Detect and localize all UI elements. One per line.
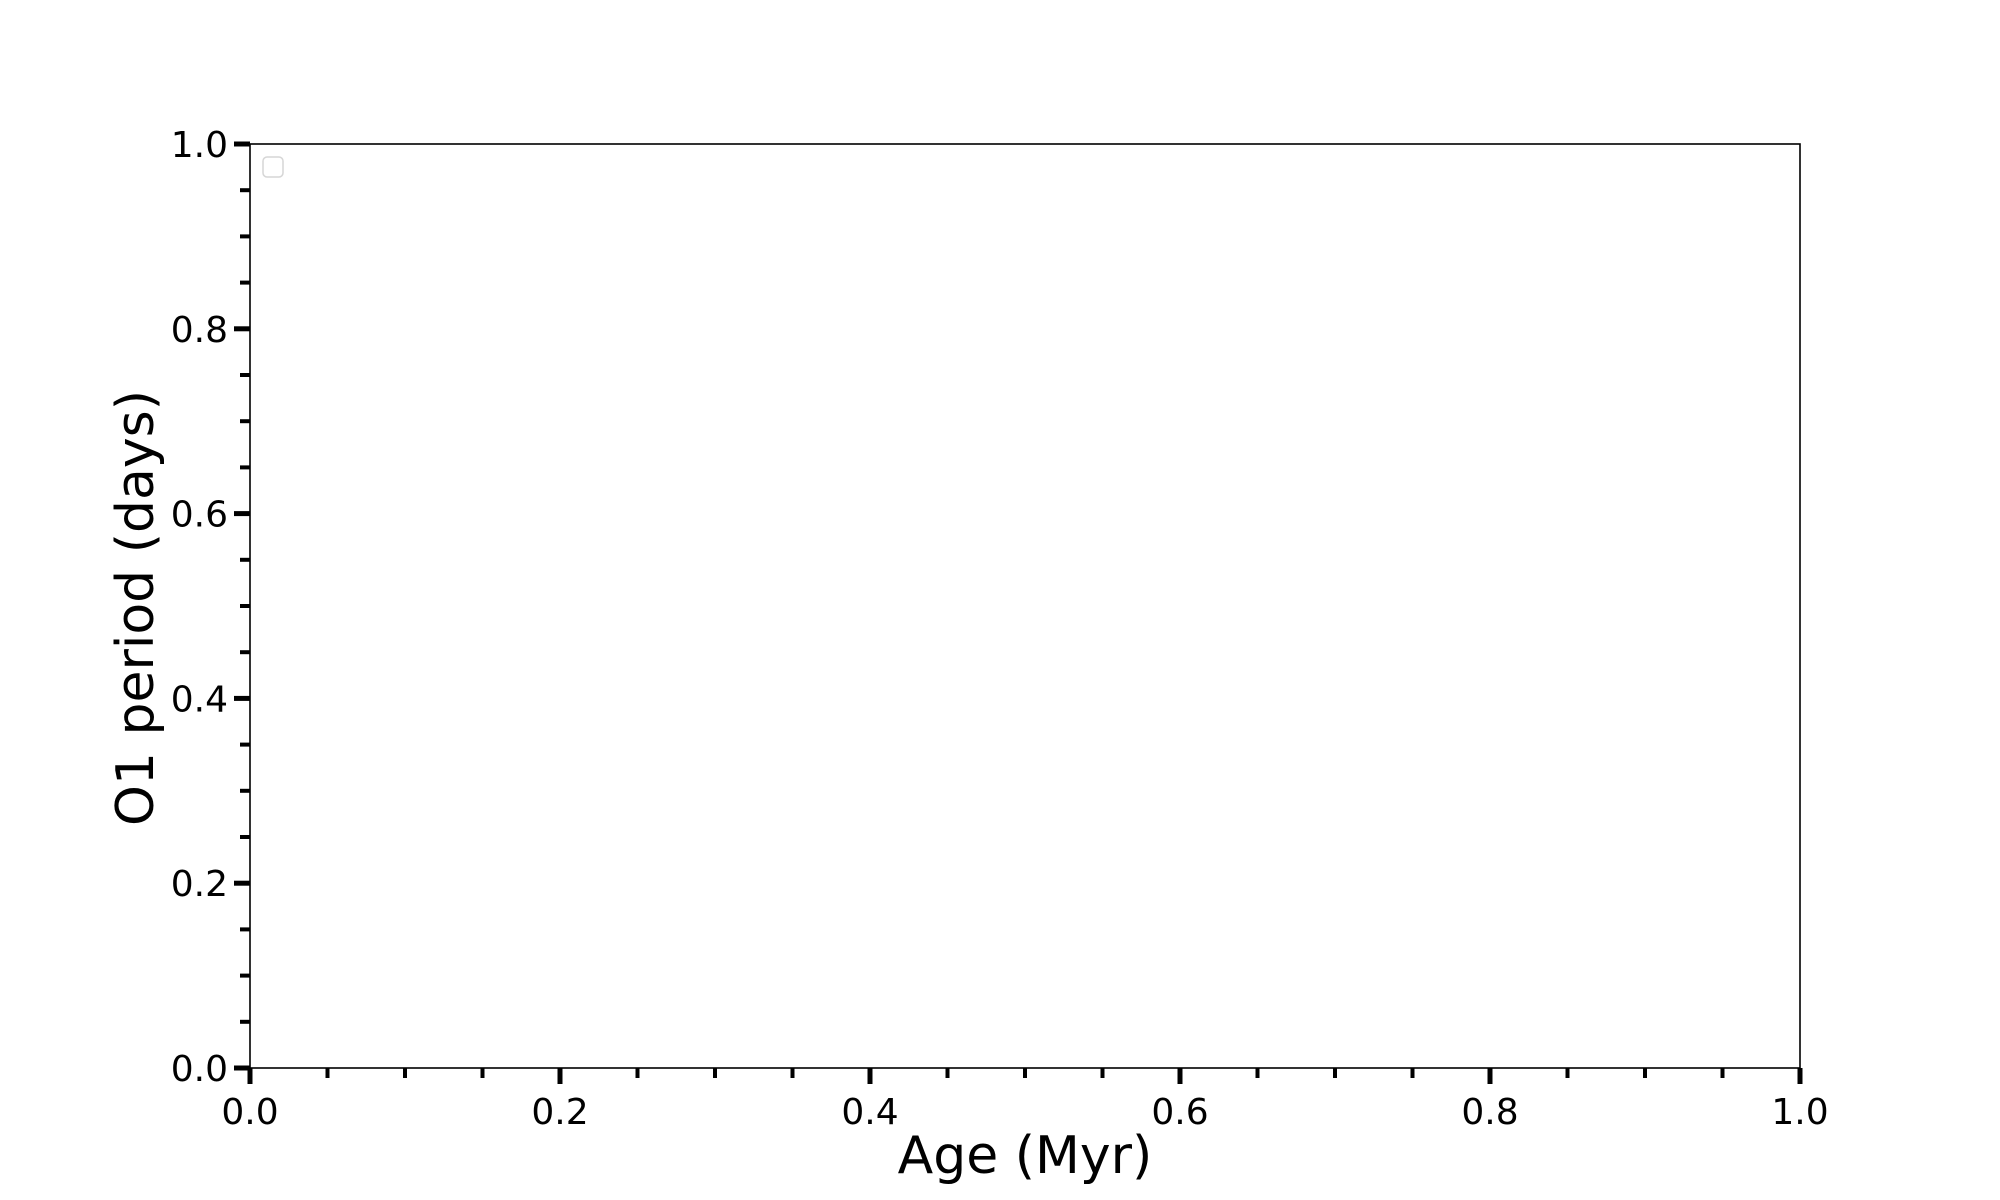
y-tick-label: 0.0 bbox=[171, 1049, 228, 1090]
x-tick-label: 1.0 bbox=[1771, 1092, 1828, 1133]
x-tick-label: 0.0 bbox=[221, 1092, 278, 1133]
x-tick-label: 0.6 bbox=[1151, 1092, 1208, 1133]
y-axis-label: O1 period (days) bbox=[106, 390, 166, 826]
x-axis-label: Age (Myr) bbox=[898, 1126, 1153, 1186]
x-tick-label: 0.4 bbox=[841, 1092, 898, 1133]
y-tick-label: 0.4 bbox=[171, 679, 228, 720]
y-tick-label: 0.8 bbox=[171, 310, 228, 351]
y-tick-label: 1.0 bbox=[171, 125, 228, 166]
legend-box bbox=[262, 156, 284, 178]
y-tick-label: 0.6 bbox=[171, 495, 228, 536]
x-tick-label: 0.2 bbox=[531, 1092, 588, 1133]
y-tick-label: 0.2 bbox=[171, 864, 228, 905]
x-axis: 0.0 0.2 0.4 0.6 0.8 1.0 bbox=[221, 1068, 1829, 1133]
x-tick-label: 0.8 bbox=[1461, 1092, 1518, 1133]
y-axis: 0.0 0.2 0.4 0.6 0.8 1.0 bbox=[171, 125, 250, 1090]
plot-area bbox=[249, 143, 1801, 1069]
